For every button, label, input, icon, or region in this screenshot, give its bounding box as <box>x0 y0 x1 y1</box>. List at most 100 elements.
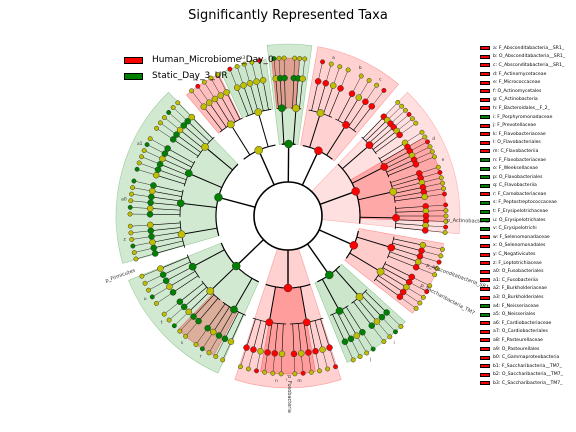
taxon-node <box>204 324 211 332</box>
taxon-node <box>262 369 268 375</box>
taxon-node <box>299 75 306 83</box>
taxon-node <box>259 77 267 84</box>
taxon-node <box>302 318 311 327</box>
taxa-legend-item: m: C_Flavobacteriia <box>480 147 576 156</box>
taxon-node <box>276 55 282 61</box>
taxon-node <box>333 364 338 370</box>
branch <box>150 227 181 232</box>
taxon-node <box>254 108 263 117</box>
taxa-swatch <box>480 149 490 154</box>
taxon-node <box>373 318 381 325</box>
taxon-node <box>133 256 139 262</box>
branch <box>404 132 423 144</box>
branch <box>249 83 259 113</box>
taxon-node <box>378 313 386 321</box>
taxa-legend-item: a6: F_Cardiobacteriaceae <box>480 319 576 328</box>
taxon-node <box>127 223 133 229</box>
taxon-node <box>159 271 167 279</box>
taxa-legend-item: z: F_Leptotrichiaceae <box>480 259 576 268</box>
taxon-node <box>436 259 442 265</box>
taxa-swatch <box>480 97 490 102</box>
taxon-node <box>180 303 188 311</box>
branch <box>181 227 218 235</box>
taxon-node <box>176 126 184 134</box>
taxon-node <box>432 154 437 160</box>
taxa-legend-item: b2: O_Saccharibacteria__TM7_ <box>480 371 576 380</box>
branch <box>172 275 199 293</box>
taxon-node <box>284 139 293 149</box>
branch <box>326 124 347 156</box>
branch <box>424 193 445 197</box>
taxon-node <box>312 347 319 355</box>
taxa-swatch <box>480 200 490 205</box>
branch <box>208 335 220 353</box>
branch <box>300 286 308 323</box>
branch <box>419 256 440 263</box>
branch <box>299 78 303 109</box>
taxon-node <box>177 230 186 239</box>
taxon-node <box>234 63 240 69</box>
branch <box>311 81 319 111</box>
branch <box>337 93 353 121</box>
taxon-node <box>142 280 148 286</box>
taxon-node <box>297 55 303 61</box>
taxa-legend-item: c: C_Absconditabacteria__SR1_ <box>480 61 576 70</box>
branch <box>425 210 446 212</box>
branch <box>302 58 305 79</box>
branch <box>164 301 180 315</box>
branch <box>256 81 264 111</box>
taxon-node <box>217 92 224 99</box>
branch <box>155 245 185 254</box>
taxon-node <box>147 136 153 142</box>
branch <box>133 180 154 186</box>
taxon-node <box>357 354 363 360</box>
branch <box>153 185 183 193</box>
branch <box>345 306 363 333</box>
class-swatch <box>124 56 143 64</box>
taxa-legend-label: y: C_Negativicutes <box>493 252 536 258</box>
taxa-legend-item: t: F_Erysipelotrichaceae <box>480 207 576 216</box>
branch <box>163 261 191 276</box>
taxon-node <box>171 323 177 329</box>
taxa-swatch <box>480 115 490 120</box>
branch <box>156 128 174 140</box>
taxon-node <box>322 80 329 87</box>
taxon-node <box>188 113 196 121</box>
taxa-legend-label: i: F_Porphyromonadaceae <box>493 114 553 120</box>
branch <box>395 223 426 226</box>
taxon-node <box>292 55 298 61</box>
taxon-node <box>380 163 389 171</box>
branch <box>407 136 425 148</box>
taxon-node <box>418 247 425 255</box>
taxon-node <box>342 121 350 129</box>
branch <box>179 129 204 149</box>
taxa-swatch <box>480 218 490 223</box>
taxon-node <box>317 368 322 374</box>
branch <box>214 98 232 125</box>
taxa-swatch <box>480 329 490 334</box>
taxa-swatch <box>480 140 490 145</box>
taxon-node <box>146 205 154 212</box>
taxa-legend-label: a8: F_Pasteurellaceae <box>493 337 543 343</box>
taxon-node <box>292 104 300 113</box>
branch <box>395 219 426 222</box>
taxa-legend-label: b1: F_Saccharibacteria__TM7_ <box>493 363 562 369</box>
branch <box>303 322 309 353</box>
taxa-swatch <box>480 243 490 248</box>
branch <box>207 303 226 329</box>
taxon-node <box>435 164 441 170</box>
taxon-node <box>164 145 171 152</box>
taxon-node <box>243 344 250 351</box>
branch <box>301 353 304 374</box>
clade-code: s <box>181 341 184 346</box>
branch <box>226 92 241 120</box>
branch <box>130 207 151 209</box>
taxa-legend-item: u: O_Erysipelotrichales <box>480 216 576 225</box>
taxon-node <box>316 109 325 117</box>
taxa-legend: a: F_Absconditabacteria__SR1_ b: O_Abscon… <box>480 44 576 388</box>
branch <box>156 292 174 304</box>
taxon-node <box>441 186 447 192</box>
taxon-node <box>129 191 134 197</box>
taxa-legend-label: b: O_Absconditabacteria__SR1_ <box>493 54 566 60</box>
taxa-legend-item: d: F_Actinomycetaceae <box>480 70 576 79</box>
